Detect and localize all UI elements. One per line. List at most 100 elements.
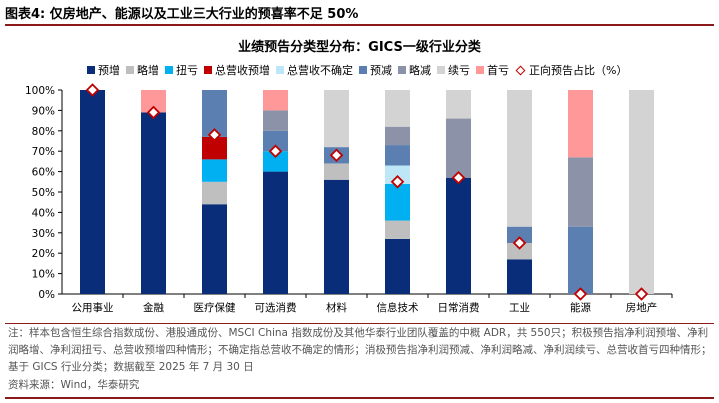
legend-label: 预增 xyxy=(98,64,120,77)
y-tick-label: 20% xyxy=(32,248,55,260)
y-tick-label: 50% xyxy=(32,187,55,199)
bar-segment xyxy=(385,238,410,294)
bar-segment xyxy=(202,159,227,182)
bar-segment xyxy=(263,130,288,152)
x-tick-label: 医疗保健 xyxy=(194,301,236,314)
legend-label: 正向预告占比（%） xyxy=(529,64,628,77)
bar-segment xyxy=(507,226,532,243)
marker-point xyxy=(512,236,527,250)
x-tick-label: 工业 xyxy=(509,302,530,314)
bar-segment xyxy=(568,226,593,294)
marker-point xyxy=(573,287,588,301)
legend-item: 略增 xyxy=(126,62,159,78)
legend-item: 总营收预增 xyxy=(204,62,270,78)
figure-title: 图表4: 仅房地产、能源以及工业三大行业的预喜率不足 50% xyxy=(5,7,359,22)
y-tick-label: 70% xyxy=(32,146,55,158)
legend-label: 续亏 xyxy=(448,64,470,77)
marker-point xyxy=(390,175,405,189)
legend-label: 扭亏 xyxy=(176,64,198,77)
bottom-rule xyxy=(5,397,714,399)
bar-segment xyxy=(629,90,654,294)
bar-segment xyxy=(263,171,288,294)
bar-segment xyxy=(568,90,593,158)
legend-label: 总营收预增 xyxy=(215,64,270,77)
bar-segment xyxy=(507,90,532,227)
legend-item: 预增 xyxy=(87,62,120,78)
legend-label: 预减 xyxy=(370,64,392,77)
bar-segment xyxy=(324,179,349,294)
bar-segment xyxy=(385,183,410,221)
legend-item: 预减 xyxy=(359,62,392,78)
bar-segment xyxy=(202,136,227,160)
marker-point xyxy=(268,144,283,158)
y-tick-label: 100% xyxy=(25,85,55,97)
marker-point xyxy=(146,105,161,120)
bar-segment xyxy=(324,90,349,148)
bar-segment xyxy=(202,181,227,205)
legend-label: 略减 xyxy=(409,64,431,77)
marker-point xyxy=(634,287,649,301)
legend-item-marker: 正向预告占比（%） xyxy=(515,62,627,78)
chart-source: 资料来源：Wind，华泰研究 xyxy=(8,379,140,391)
x-tick-label: 信息技术 xyxy=(377,301,419,314)
bar-segment xyxy=(385,220,410,239)
bar-segment xyxy=(324,163,349,180)
bar-segment xyxy=(568,157,593,227)
legend-swatch xyxy=(204,66,212,74)
bar-segment xyxy=(141,90,166,113)
bar-segment xyxy=(263,151,288,172)
bar-segment xyxy=(446,90,471,119)
bar-segment xyxy=(202,204,227,294)
marker-point xyxy=(329,148,344,163)
bar-segment xyxy=(80,90,105,294)
legend-swatch xyxy=(87,66,95,74)
bar-segment xyxy=(507,243,532,260)
legend-item: 扭亏 xyxy=(165,62,198,78)
legend-label: 略增 xyxy=(137,64,159,77)
y-tick-label: 30% xyxy=(32,228,55,240)
y-tick-label: 10% xyxy=(32,269,55,281)
y-tick-label: 0% xyxy=(38,289,55,301)
legend-label: 总营收不确定 xyxy=(287,64,353,77)
x-tick-label: 房地产 xyxy=(626,301,658,314)
x-tick-label: 材料 xyxy=(326,301,347,314)
y-tick-label: 90% xyxy=(32,105,55,117)
title-rule xyxy=(5,24,714,26)
legend-swatch xyxy=(437,66,445,74)
legend-item: 续亏 xyxy=(437,62,470,78)
bar-segment xyxy=(385,126,410,146)
legend-label: 首亏 xyxy=(487,64,509,77)
note-rule xyxy=(5,323,714,324)
marker-point xyxy=(451,170,466,185)
bar-segment xyxy=(507,259,532,294)
bar-segment xyxy=(263,90,288,111)
legend: 预增 略增 扭亏 总营收预增 总营收不确定 预减 略减 续亏 首亏 正向预告占比（%） xyxy=(87,62,633,78)
legend-item: 略减 xyxy=(398,62,431,78)
x-tick-label: 日常消费 xyxy=(438,301,480,314)
x-tick-label: 可选消费 xyxy=(255,301,297,314)
y-tick-label: 60% xyxy=(32,167,55,179)
bar-segment xyxy=(446,177,471,294)
bar-segment xyxy=(141,112,166,294)
legend-swatch xyxy=(126,66,134,74)
marker-point xyxy=(85,83,100,97)
x-tick-label: 金融 xyxy=(143,301,164,314)
legend-swatch xyxy=(276,66,284,74)
legend-swatch xyxy=(165,66,173,74)
legend-swatch xyxy=(359,66,367,74)
bar-segment xyxy=(385,90,410,127)
legend-item: 首亏 xyxy=(476,62,509,78)
bar-segment xyxy=(446,118,471,178)
bar-segment xyxy=(385,145,410,166)
legend-swatch xyxy=(398,66,406,74)
marker-point xyxy=(207,128,222,142)
y-tick-label: 40% xyxy=(32,207,55,219)
x-tick-label: 能源 xyxy=(570,301,591,314)
legend-swatch xyxy=(476,66,484,74)
bar-segment xyxy=(385,165,410,184)
x-tick-label: 公用事业 xyxy=(72,301,114,314)
y-tick-label: 80% xyxy=(32,126,55,138)
chart-title: 业绩预告分类型分布：GICS一级行业分类 xyxy=(238,40,481,55)
chart-note: 注：样本包含恒生综合指数成份、港股通成份、MSCI China 指数成份及其他华… xyxy=(8,327,712,373)
legend-item: 总营收不确定 xyxy=(276,62,353,78)
